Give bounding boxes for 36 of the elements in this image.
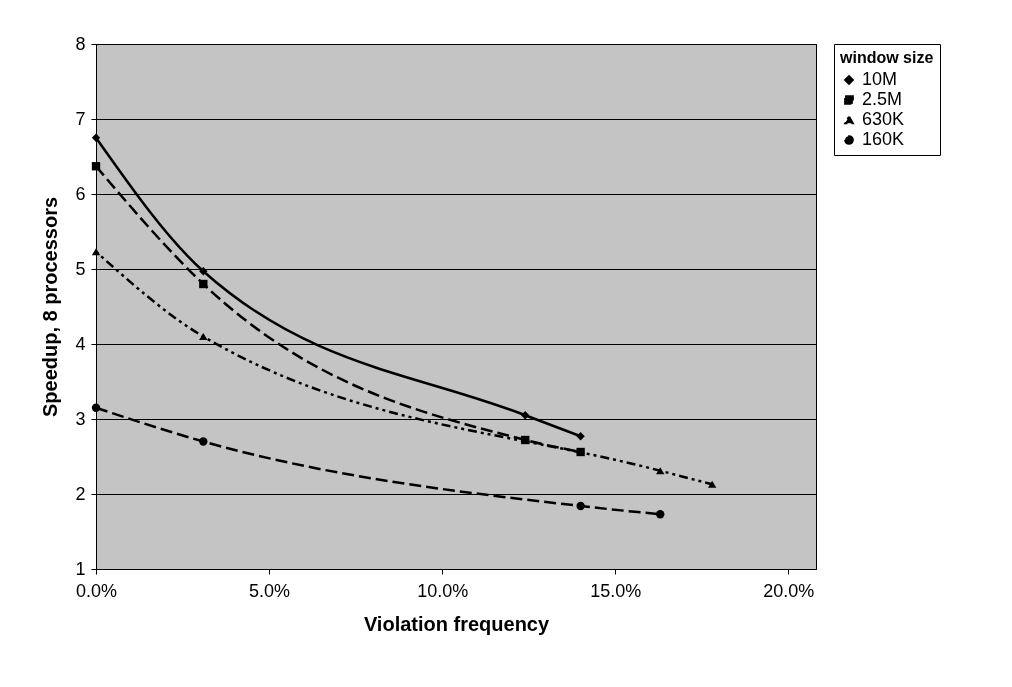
point (656, 467, 665, 475)
x-axis-title: Violation frequency (363, 612, 550, 635)
y-tick-label: 2 (75, 483, 86, 504)
point (707, 480, 717, 488)
legend-label: 630K (862, 109, 905, 129)
point (199, 332, 208, 341)
y-tick-label: 3 (75, 408, 86, 429)
legend-label: 2.5M (862, 89, 903, 109)
point (576, 447, 585, 457)
point (91, 162, 101, 171)
point (521, 435, 530, 445)
point (199, 437, 208, 446)
x-tick-label: 15.0% (590, 580, 642, 601)
point (91, 133, 101, 142)
point (576, 432, 585, 441)
y-tick-label: 8 (75, 33, 86, 54)
point (576, 501, 585, 511)
legend-title: window size (839, 49, 934, 66)
y-tick-label: 4 (75, 333, 86, 354)
legend-label: 160K (862, 129, 905, 149)
y-tick-label: 5 (75, 258, 86, 279)
x-tick-label: 0.0% (75, 580, 118, 601)
point (521, 411, 530, 420)
point (199, 267, 208, 276)
x-tick-label: 10.0% (417, 580, 469, 601)
point (91, 248, 101, 256)
x-tick-label: 5.0% (249, 580, 291, 601)
point (656, 510, 665, 519)
y-tick-label: 7 (75, 108, 86, 129)
legend-label: 10M (862, 69, 898, 89)
x-tick-label: 20.0% (763, 580, 815, 601)
y-tick-label: 6 (75, 183, 86, 204)
y-tick-label: 1 (75, 558, 86, 579)
point (199, 279, 208, 289)
y-axis-title: Speedup, 8 processors (39, 196, 62, 418)
point (91, 403, 101, 412)
